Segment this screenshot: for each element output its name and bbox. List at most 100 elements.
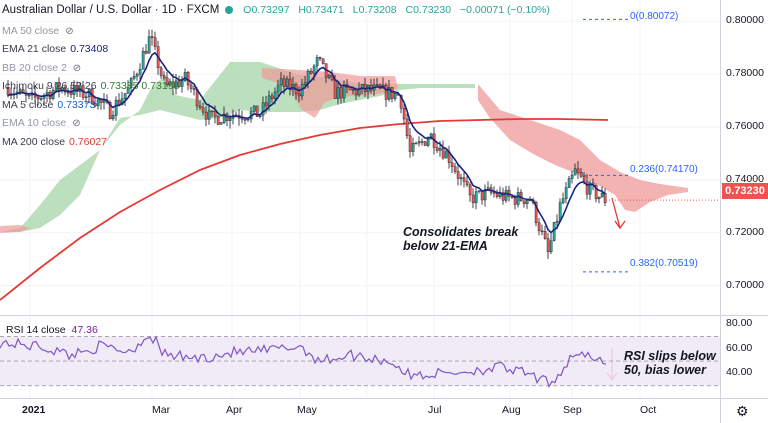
candle-body [144, 51, 148, 54]
ma200-line [0, 118, 609, 301]
candles [6, 29, 607, 259]
legend-value: 0.73385 0.73198 [100, 80, 180, 92]
candle-body [261, 102, 265, 116]
candle-body [555, 221, 559, 223]
hidden-eye-icon[interactable]: ⊘ [65, 25, 74, 37]
candle-body [459, 177, 463, 179]
candle-body [411, 143, 415, 152]
legend-value: 0.73373 [57, 98, 96, 111]
candle-body [303, 82, 307, 85]
candle-body [150, 36, 154, 38]
legend-row[interactable]: MA 50 close ⊘ [2, 22, 179, 41]
candle-body [288, 78, 292, 90]
candle-body [414, 142, 418, 145]
time-tick-label: May [297, 404, 317, 416]
candle-body [177, 80, 181, 87]
rsi-value: 47.36 [71, 324, 98, 336]
hidden-eye-icon[interactable]: ⊘ [72, 62, 82, 74]
legend-row[interactable]: BB 20 close 2 ⊘ [2, 59, 179, 78]
time-tick-label: Oct [640, 404, 657, 416]
legend-value: 0.76027 [69, 135, 108, 148]
candle-body [549, 240, 553, 253]
low-value: L0.73208 [352, 4, 397, 16]
rsi-annotation: RSI slips below 50, bias lower [624, 349, 716, 377]
candle-body [318, 57, 322, 59]
candle-body [198, 105, 202, 109]
candle-body [96, 99, 100, 107]
price-down-arrow [611, 197, 626, 230]
candle-body [27, 94, 31, 97]
candle-body [273, 91, 277, 99]
candle-body [546, 238, 550, 253]
legend-row[interactable]: EMA 10 close ⊘ [2, 115, 179, 134]
time-tick-label: Mar [152, 404, 171, 416]
rsi-annotation-line-2: 50, bias lower [624, 363, 706, 377]
candle-body [492, 192, 496, 194]
candle-body [543, 231, 547, 239]
legend-row[interactable]: MA 5 close 0.73373 [2, 96, 179, 115]
candle-body [327, 74, 331, 78]
candle-body [474, 191, 478, 204]
ichimoku-cloud-bearish-left [0, 225, 30, 233]
candle-body [582, 176, 586, 182]
candle-body [126, 87, 130, 94]
candle-body [147, 36, 151, 54]
settings-gear-icon[interactable]: ⚙ [736, 403, 749, 419]
price-annotation: Consolidates break below 21-EMA [403, 225, 518, 253]
legend-row[interactable]: MA 200 close 0.76027 [2, 133, 179, 152]
fib-label-382: 0.382(0.70519) [630, 258, 698, 269]
rsi-annotation-line-1: RSI slips below [624, 349, 716, 363]
candle-body [417, 141, 421, 144]
candle-body [393, 93, 397, 99]
candle-body [267, 95, 271, 107]
fib-label-0: 0(0.80072) [630, 11, 679, 22]
symbol-title[interactable]: Australian Dollar / U.S. Dollar · 1D · F… [2, 4, 220, 16]
candle-body [333, 79, 337, 99]
ohlc-readout: O0.73297 H0.73471 L0.73208 C0.73230 −0.0… [243, 4, 556, 16]
candle-body [564, 187, 568, 200]
candle-body [387, 87, 391, 100]
candle-body [165, 77, 169, 85]
candle-body [36, 96, 40, 100]
candle-body [246, 118, 250, 121]
candle-body [66, 91, 70, 94]
time-tick-label: Jul [428, 404, 442, 416]
ichimoku-cloud-bearish-right [478, 84, 688, 212]
open-value: O0.73297 [243, 4, 290, 16]
candle-body [336, 87, 340, 99]
candle-body [162, 75, 166, 79]
close-value: C0.73230 [405, 4, 452, 16]
last-price-tag: 0.73230 [722, 183, 768, 199]
fib-label-236: 0.236(0.74170) [630, 164, 698, 175]
candle-body [213, 111, 217, 117]
candle-body [585, 180, 589, 195]
ichimoku-cloud-bullish [0, 62, 475, 232]
candle-body [255, 105, 259, 117]
rsi-tick-label: 80.00 [726, 317, 753, 330]
price-tick-label: 0.78000 [726, 67, 764, 80]
price-tick-label: 0.74000 [726, 172, 764, 185]
candle-body [168, 81, 172, 85]
candle-body [453, 166, 457, 172]
candle-body [204, 111, 208, 120]
market-status-dot [225, 6, 234, 14]
candle-body [183, 72, 187, 81]
candle-body [216, 116, 220, 125]
rsi-legend[interactable]: RSI 14 close 47.36 [6, 324, 98, 336]
legend-label: MA 50 close [2, 24, 60, 37]
hidden-eye-icon[interactable]: ⊘ [72, 118, 81, 129]
legend-row[interactable]: Ichimoku 9 26 52 26 0.73385 0.73198 [2, 78, 179, 97]
candle-body [39, 98, 43, 100]
candle-body [114, 99, 118, 116]
candle-body [468, 184, 472, 196]
candle-body [423, 141, 427, 146]
legend-row[interactable]: EMA 21 close 0.73408 [2, 41, 179, 60]
candle-body [384, 84, 388, 100]
candle-body [537, 222, 541, 232]
candle-body [57, 82, 61, 91]
candle-body [465, 181, 469, 186]
price-tick-label: 0.70000 [726, 278, 764, 291]
candle-body [93, 103, 97, 107]
candle-body [180, 80, 184, 87]
